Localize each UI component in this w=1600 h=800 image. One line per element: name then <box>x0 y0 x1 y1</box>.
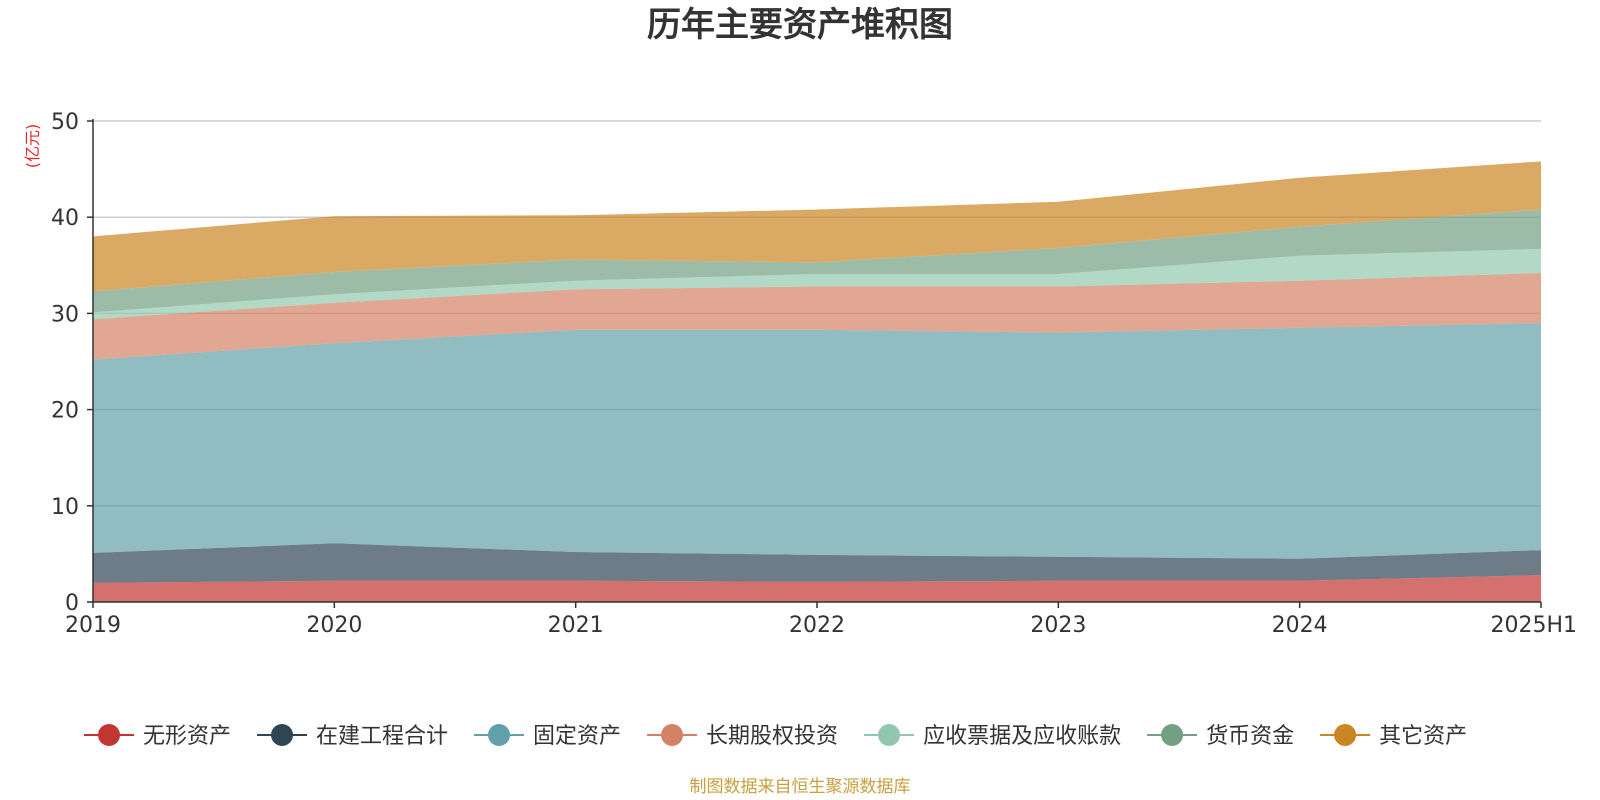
legend-label: 应收票据及应收账款 <box>923 724 1121 749</box>
area-series <box>93 161 1541 602</box>
legend-label: 长期股权投资 <box>706 724 838 749</box>
x-tick-label-2022: 2022 <box>789 613 845 638</box>
legend-label: 货币资金 <box>1206 724 1294 749</box>
chart-title: 历年主要资产堆积图 <box>647 5 953 45</box>
area-长期股权投资 <box>93 273 1541 360</box>
legend: 无形资产 在建工程合计 固定资产 长期股权投资 应收票据及应收账款 货币资金 其它资产 <box>84 724 1467 749</box>
area-应收票据及应收账款 <box>93 248 1541 320</box>
y-tick-label-40: 40 <box>51 206 79 231</box>
y-tick-label-10: 10 <box>51 495 79 520</box>
legend-item-应收票据及应收账款[interactable]: 应收票据及应收账款 <box>864 724 1121 749</box>
x-tick-label-2023: 2023 <box>1030 613 1086 638</box>
legend-item-其它资产[interactable]: 其它资产 <box>1320 724 1467 749</box>
x-tick-label-2019: 2019 <box>65 613 121 638</box>
legend-label: 其它资产 <box>1379 724 1467 749</box>
legend-item-长期股权投资[interactable]: 长期股权投资 <box>647 724 838 749</box>
area-固定资产 <box>93 323 1541 559</box>
legend-marker <box>1334 724 1357 746</box>
area-无形资产 <box>93 575 1541 602</box>
axes: 0 10 20 30 40 50 2019 2020 2021 2022 2023 2024 2025H… <box>51 110 1577 638</box>
legend-item-在建工程合计[interactable]: 在建工程合计 <box>257 724 448 749</box>
legend-marker <box>98 724 120 746</box>
legend-label: 无形资产 <box>143 724 231 749</box>
legend-label: 固定资产 <box>533 724 621 749</box>
legend-item-无形资产[interactable]: 无形资产 <box>84 724 231 749</box>
area-在建工程合计 <box>93 543 1541 583</box>
x-tick-label-2021: 2021 <box>548 613 604 638</box>
y-tick-label-20: 20 <box>51 399 79 424</box>
legend-item-固定资产[interactable]: 固定资产 <box>474 724 621 749</box>
x-tick-label-2025H1: 2025H1 <box>1490 613 1577 638</box>
legend-marker <box>488 724 511 746</box>
legend-item-货币资金[interactable]: 货币资金 <box>1147 724 1294 749</box>
legend-label: 在建工程合计 <box>316 724 448 749</box>
legend-marker <box>1161 724 1184 746</box>
area-其它资产 <box>93 161 1541 292</box>
area-货币资金 <box>93 209 1541 313</box>
x-tick-label-2024: 2024 <box>1272 613 1328 638</box>
legend-marker <box>271 724 294 746</box>
y-tick-label-0: 0 <box>65 591 79 616</box>
x-tick-label-2020: 2020 <box>306 613 362 638</box>
data-source-note: 制图数据来自恒生聚源数据库 <box>690 777 911 797</box>
y-tick-label-30: 30 <box>51 302 79 327</box>
legend-marker <box>661 724 684 746</box>
y-tick-label-50: 50 <box>51 110 79 135</box>
legend-marker <box>878 724 901 746</box>
y-axis-unit-label: (亿元) <box>23 124 42 169</box>
